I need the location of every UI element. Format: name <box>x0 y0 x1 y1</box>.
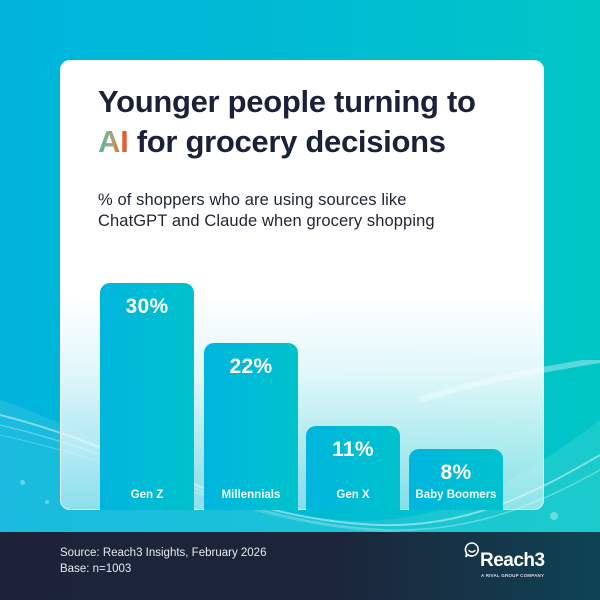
chart-card: Younger people turning to AI for grocery… <box>60 60 544 510</box>
title-ai-highlight: AI <box>98 124 129 159</box>
bar-millennials: 22% Millennials <box>204 343 298 510</box>
logo-tagline: A RIVAL GROUP COMPANY <box>481 573 545 578</box>
bar-gen-x: 11% Gen X <box>306 426 400 510</box>
decorative-dot <box>45 500 49 504</box>
chart-subtitle: % of shoppers who are using sources like… <box>98 190 538 232</box>
chat-bubble-smile-icon <box>464 542 479 558</box>
subtitle-line-1: % of shoppers who are using sources like <box>98 191 407 209</box>
source-text: Source: Reach3 Insights, February 2026 <box>60 547 267 559</box>
title-line-1: Younger people turning to <box>98 84 476 119</box>
bar-value: 11% <box>332 438 374 461</box>
decorative-dot <box>550 512 558 520</box>
bar-value: 22% <box>229 355 273 378</box>
bar-baby-boomers: 8% Baby Boomers <box>409 449 503 510</box>
base-text: Base: n=1003 <box>60 563 132 575</box>
footer: Source: Reach3 Insights, February 2026 B… <box>0 532 600 600</box>
source-note: Source: Reach3 Insights, February 2026 B… <box>60 545 266 577</box>
decorative-dot <box>20 480 25 485</box>
bar-label: Gen Z <box>130 489 164 501</box>
subtitle-line-2: ChatGPT and Claude when grocery shopping <box>98 212 435 230</box>
bar-value: 8% <box>440 461 472 484</box>
bar-gen-z: 30% Gen Z <box>100 283 194 510</box>
bar-value: 30% <box>125 295 169 318</box>
reach3-logo: Reach3 A RIVAL GROUP COMPANY <box>463 541 553 589</box>
title-line-2: for grocery decisions <box>128 124 446 159</box>
bar-chart: 30% Gen Z 22% Millennials 11% Gen X 8% B… <box>100 60 520 510</box>
bar-label: Baby Boomers <box>415 489 497 501</box>
chart-title: Younger people turning to AI for grocery… <box>98 82 538 162</box>
bar-label: Gen X <box>336 489 370 501</box>
bar-label: Millennials <box>221 489 281 501</box>
logo-wordmark: Reach3 <box>480 550 545 571</box>
